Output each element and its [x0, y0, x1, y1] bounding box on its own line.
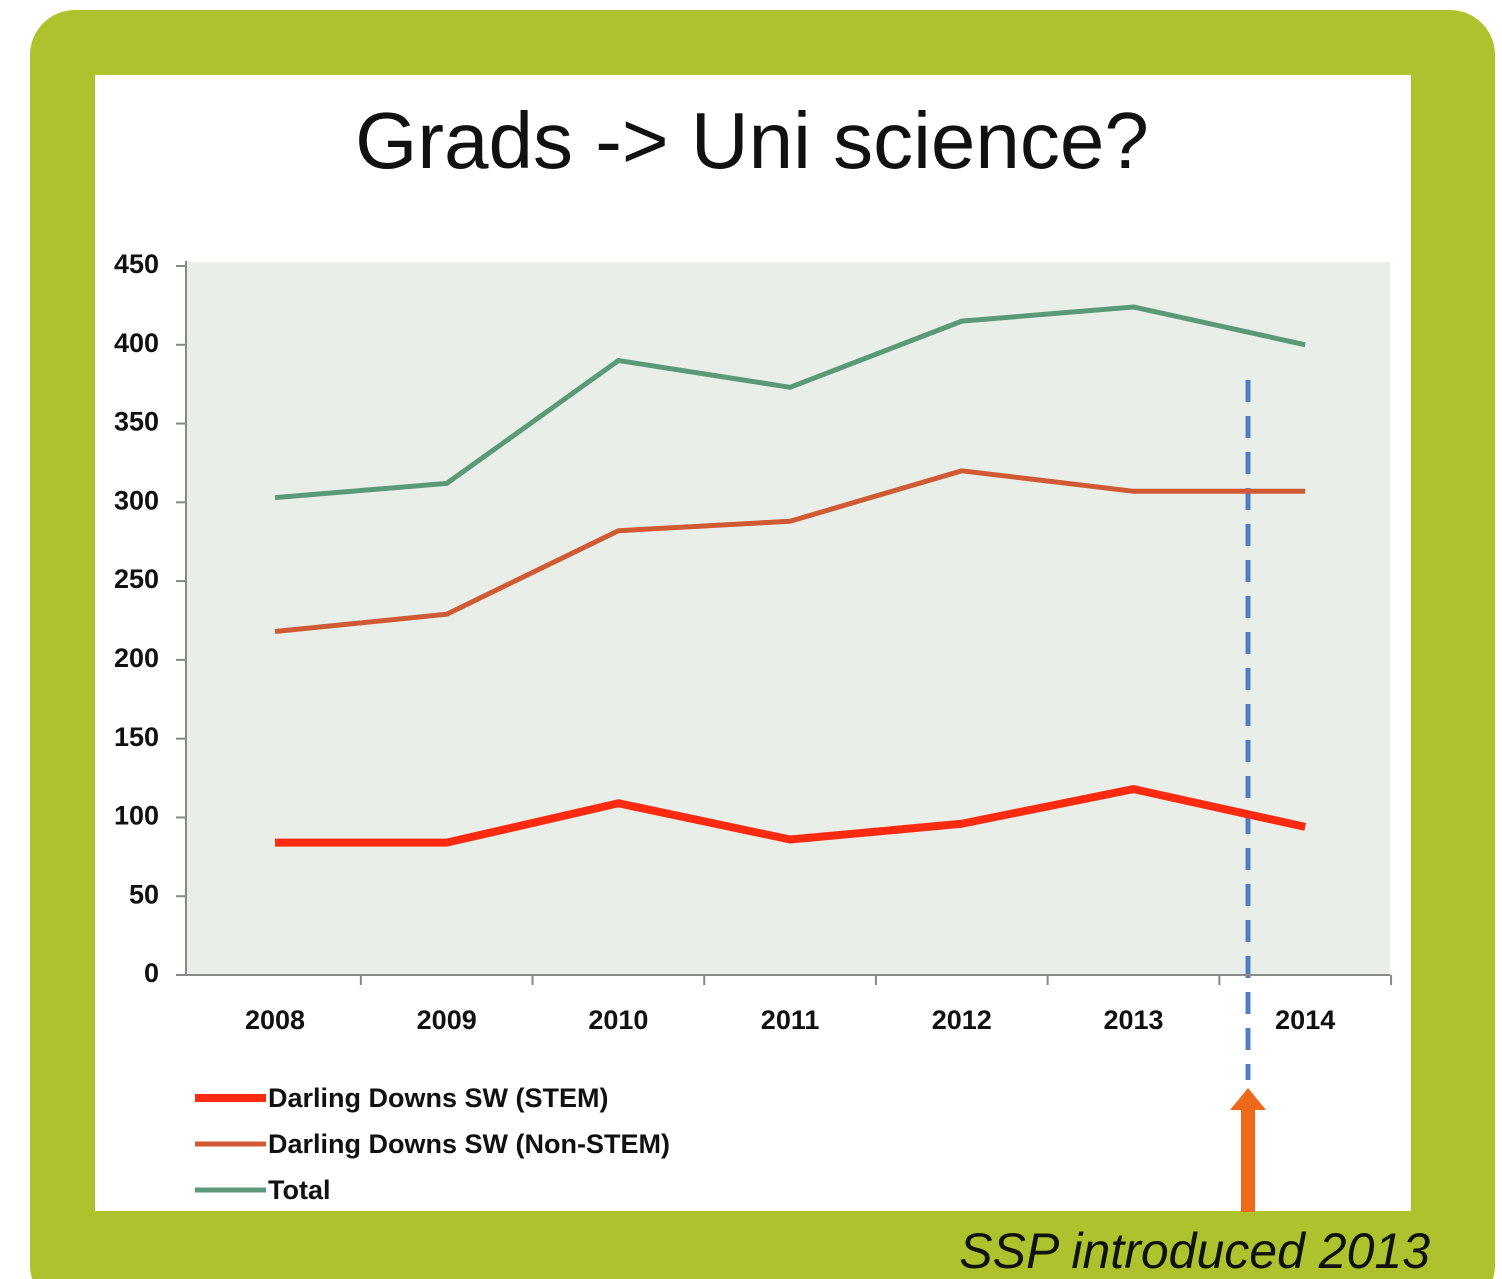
- arrow-head: [1230, 1088, 1266, 1110]
- y-tick-label: 250: [114, 564, 159, 594]
- x-tick-label: 2012: [932, 1005, 992, 1035]
- x-tick-label: 2008: [245, 1005, 305, 1035]
- series-line: [275, 785, 1307, 847]
- arrow-shaft: [1241, 1108, 1255, 1212]
- chart-title: Grads -> Uni science?: [355, 96, 1149, 185]
- x-tick-label: 2009: [417, 1005, 477, 1035]
- y-tick-label: 400: [114, 328, 159, 358]
- series-line: [274, 468, 1306, 635]
- y-tick-label: 450: [114, 249, 159, 279]
- legend-label: Total: [268, 1175, 331, 1205]
- annotation: SSP introduced 2013: [959, 1223, 1430, 1279]
- y-tick-label: 200: [114, 643, 159, 673]
- plot-area: [186, 262, 1390, 975]
- legend-label: Darling Downs SW (STEM): [268, 1083, 609, 1113]
- y-tick-label: 300: [114, 485, 159, 515]
- x-tick-label: 2011: [761, 1005, 820, 1035]
- x-tick-label: 2014: [1275, 1005, 1335, 1035]
- x-tick-label: 2013: [1103, 1005, 1163, 1035]
- series-line: [274, 304, 1306, 501]
- y-tick-label: 0: [144, 958, 159, 988]
- y-tick-label: 50: [129, 879, 159, 909]
- plot: 0 50 100 150 200 250 300 350 400 450 2008 2009 2010 2…: [114, 249, 1393, 1205]
- y-tick-label: 150: [114, 722, 159, 752]
- y-tick-label: 350: [114, 407, 159, 437]
- y-tick-label: 100: [114, 801, 159, 831]
- legend-label: Darling Downs SW (Non-STEM): [268, 1129, 670, 1159]
- x-tick-label: 2010: [588, 1005, 648, 1035]
